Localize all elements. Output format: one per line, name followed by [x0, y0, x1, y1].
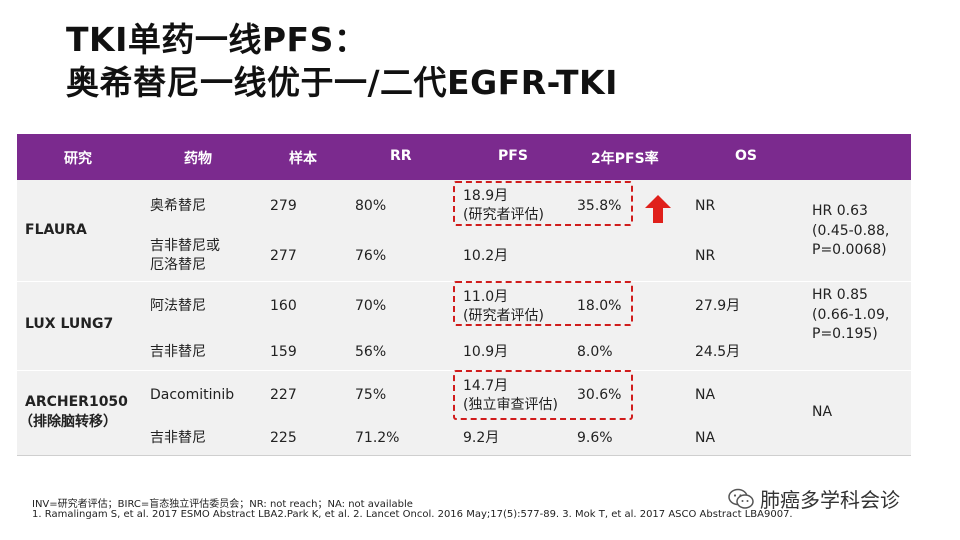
- pfs-method: (研究者评估): [463, 308, 544, 324]
- study-name: ARCHER1050: [25, 394, 128, 410]
- footnote-abbreviations: INV=研究者评估；BIRC=盲态独立评估委员会；NR: not reach；N…: [32, 499, 413, 510]
- pfs-value: 11.0月: [463, 289, 509, 305]
- study-name: FLAURA: [25, 222, 87, 238]
- hazard-ratio-ci: (0.45-0.88,: [812, 223, 890, 239]
- hazard-ratio-ci: (0.66-1.09,: [812, 307, 890, 323]
- drug-name: 吉非替尼或: [150, 238, 220, 254]
- pfs-2y-rate: 9.6%: [577, 430, 613, 446]
- response-rate: 70%: [355, 298, 387, 314]
- hazard-ratio-p: P=0.195): [812, 326, 878, 342]
- sample-size: 159: [270, 344, 297, 360]
- pfs-2y-rate: 35.8%: [577, 198, 622, 214]
- header-drug: 药物: [184, 151, 212, 167]
- response-rate: 71.2%: [355, 430, 400, 446]
- sample-size: 279: [270, 198, 297, 214]
- header-sample: 样本: [289, 151, 317, 167]
- hazard-ratio-p: P=0.0068): [812, 242, 887, 258]
- os-value: 27.9月: [695, 298, 741, 314]
- drug-name: 吉非替尼: [150, 430, 206, 446]
- slide-title: TKI单药一线PFS： 奥希替尼一线优于一/二代EGFR-TKI: [66, 18, 618, 104]
- pfs-highlight-box: [453, 370, 633, 420]
- study-subname: （排除脑转移）: [19, 414, 117, 430]
- drug-name-cont: 厄洛替尼: [150, 257, 206, 273]
- header-pfs: PFS: [498, 148, 528, 164]
- sample-size: 277: [270, 248, 297, 264]
- pfs-2y-rate: 30.6%: [577, 387, 622, 403]
- drug-name: 阿法替尼: [150, 298, 206, 314]
- os-value: 24.5月: [695, 344, 741, 360]
- pfs-2y-rate: 8.0%: [577, 344, 613, 360]
- footnote-references: 1. Ramalingam S, et al. 2017 ESMO Abstra…: [32, 509, 793, 520]
- study-name: LUX LUNG7: [25, 316, 114, 332]
- pfs-value: 14.7月: [463, 378, 509, 394]
- os-value: NR: [695, 198, 716, 214]
- pfs-value: 10.2月: [463, 248, 509, 264]
- pfs-value: 10.9月: [463, 344, 509, 360]
- header-rr: RR: [390, 148, 412, 164]
- hazard-ratio: NA: [812, 404, 833, 420]
- drug-name: Dacomitinib: [150, 387, 235, 403]
- comparison-table: 研究 药物 样本 RR PFS 2年PFS率 OS FLAURA 奥希替尼 27…: [17, 134, 911, 456]
- response-rate: 76%: [355, 248, 387, 264]
- hazard-ratio: HR 0.63: [812, 203, 868, 219]
- pfs-highlight-box: [453, 281, 633, 326]
- brand-name: 肺癌多学科会诊: [760, 488, 900, 512]
- drug-name: 吉非替尼: [150, 344, 206, 360]
- sample-size: 227: [270, 387, 297, 403]
- response-rate: 80%: [355, 198, 387, 214]
- pfs-2y-rate: 18.0%: [577, 298, 622, 314]
- drug-name: 奥希替尼: [150, 198, 206, 214]
- header-os: OS: [735, 148, 757, 164]
- pfs-value: 9.2月: [463, 430, 500, 446]
- pfs-method: (独立审查评估): [463, 397, 558, 413]
- hazard-ratio: HR 0.85: [812, 287, 868, 303]
- wechat-icon: [728, 488, 754, 509]
- os-value: NR: [695, 248, 716, 264]
- up-arrow-icon: [645, 195, 671, 223]
- header-pfs-2y: 2年PFS率: [591, 151, 659, 167]
- os-value: NA: [695, 387, 716, 403]
- title-line-1: TKI单药一线PFS：: [66, 20, 368, 59]
- pfs-value: 18.9月: [463, 188, 509, 204]
- table-header: 研究 药物 样本 RR PFS 2年PFS率 OS: [17, 134, 911, 180]
- title-line-2: 奥希替尼一线优于一/二代EGFR-TKI: [66, 63, 618, 102]
- response-rate: 75%: [355, 387, 387, 403]
- pfs-highlight-box: [453, 181, 633, 226]
- sample-size: 160: [270, 298, 297, 314]
- pfs-method: (研究者评估): [463, 207, 544, 223]
- response-rate: 56%: [355, 344, 387, 360]
- header-study: 研究: [64, 151, 92, 167]
- sample-size: 225: [270, 430, 297, 446]
- brand-watermark: 肺癌多学科会诊: [728, 484, 900, 513]
- os-value: NA: [695, 430, 716, 446]
